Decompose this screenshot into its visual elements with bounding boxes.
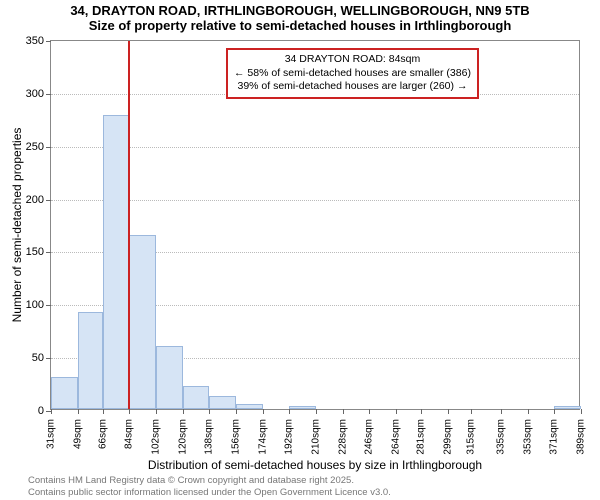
chart-container: 34, DRAYTON ROAD, IRTHLINGBOROUGH, WELLI… xyxy=(0,0,600,500)
y-tick-label: 350 xyxy=(26,35,44,47)
histogram-bar xyxy=(51,377,78,409)
histogram-bar xyxy=(289,406,316,409)
x-tick-label: 210sqm xyxy=(311,419,322,455)
y-tick xyxy=(46,147,51,148)
x-tick-label: 228sqm xyxy=(337,419,348,455)
y-tick xyxy=(46,200,51,201)
x-tick xyxy=(129,409,130,414)
info-box-line1: 34 DRAYTON ROAD: 84sqm xyxy=(234,53,471,67)
x-tick xyxy=(51,409,52,414)
x-tick xyxy=(448,409,449,414)
x-tick xyxy=(581,409,582,414)
y-tick-label: 50 xyxy=(32,352,44,364)
info-box: 34 DRAYTON ROAD: 84sqm← 58% of semi-deta… xyxy=(226,48,479,99)
x-tick-label: 264sqm xyxy=(390,419,401,455)
info-box-line3: 39% of semi-detached houses are larger (… xyxy=(234,80,471,94)
y-tick xyxy=(46,358,51,359)
x-tick xyxy=(263,409,264,414)
chart-title-line2: Size of property relative to semi-detach… xyxy=(0,18,600,33)
x-tick xyxy=(421,409,422,414)
x-tick xyxy=(343,409,344,414)
histogram-bar xyxy=(129,235,156,409)
histogram-bar xyxy=(183,386,210,409)
plot-area: 05010015020025030035031sqm49sqm66sqm84sq… xyxy=(50,40,580,410)
y-tick-label: 150 xyxy=(26,246,44,258)
x-tick xyxy=(209,409,210,414)
chart-title-line1: 34, DRAYTON ROAD, IRTHLINGBOROUGH, WELLI… xyxy=(0,0,600,18)
y-tick xyxy=(46,305,51,306)
x-tick-label: 84sqm xyxy=(124,419,135,449)
x-tick-label: 174sqm xyxy=(257,419,268,455)
x-tick xyxy=(289,409,290,414)
x-tick-label: 102sqm xyxy=(151,419,162,455)
footer-line2: Contains public sector information licen… xyxy=(28,487,391,498)
x-tick-label: 281sqm xyxy=(416,419,427,455)
chart-footer: Contains HM Land Registry data © Crown c… xyxy=(28,475,391,498)
x-tick-label: 156sqm xyxy=(231,419,242,455)
histogram-bar xyxy=(209,396,236,409)
y-tick-label: 250 xyxy=(26,141,44,153)
x-tick xyxy=(528,409,529,414)
y-tick-label: 0 xyxy=(38,405,44,417)
x-tick xyxy=(396,409,397,414)
x-tick xyxy=(554,409,555,414)
y-tick-label: 200 xyxy=(26,194,44,206)
x-tick xyxy=(501,409,502,414)
x-tick-label: 120sqm xyxy=(177,419,188,455)
x-tick xyxy=(471,409,472,414)
x-tick xyxy=(183,409,184,414)
histogram-bar xyxy=(103,115,130,409)
x-tick xyxy=(369,409,370,414)
x-tick-label: 315sqm xyxy=(466,419,477,455)
y-axis-title: Number of semi-detached properties xyxy=(10,128,24,323)
x-tick xyxy=(316,409,317,414)
histogram-bar xyxy=(554,406,581,409)
x-tick xyxy=(103,409,104,414)
x-tick-label: 66sqm xyxy=(97,419,108,449)
x-tick-label: 31sqm xyxy=(46,419,57,449)
x-tick xyxy=(78,409,79,414)
x-tick-label: 299sqm xyxy=(442,419,453,455)
y-tick xyxy=(46,41,51,42)
footer-line1: Contains HM Land Registry data © Crown c… xyxy=(28,475,391,486)
histogram-bar xyxy=(78,312,103,409)
y-tick-label: 300 xyxy=(26,88,44,100)
y-tick xyxy=(46,94,51,95)
x-tick-label: 371sqm xyxy=(549,419,560,455)
marker-line xyxy=(128,41,130,409)
x-tick xyxy=(156,409,157,414)
x-tick-label: 335sqm xyxy=(496,419,507,455)
histogram-bar xyxy=(236,404,263,409)
info-box-line2: ← 58% of semi-detached houses are smalle… xyxy=(234,67,471,81)
y-tick-label: 100 xyxy=(26,299,44,311)
y-tick xyxy=(46,252,51,253)
x-tick-label: 389sqm xyxy=(576,419,587,455)
x-axis-title: Distribution of semi-detached houses by … xyxy=(50,458,580,472)
x-tick-label: 192sqm xyxy=(284,419,295,455)
x-tick-label: 246sqm xyxy=(364,419,375,455)
x-tick-label: 353sqm xyxy=(522,419,533,455)
x-tick xyxy=(236,409,237,414)
histogram-bar xyxy=(156,346,183,409)
x-tick-label: 138sqm xyxy=(204,419,215,455)
x-tick-label: 49sqm xyxy=(72,419,83,449)
